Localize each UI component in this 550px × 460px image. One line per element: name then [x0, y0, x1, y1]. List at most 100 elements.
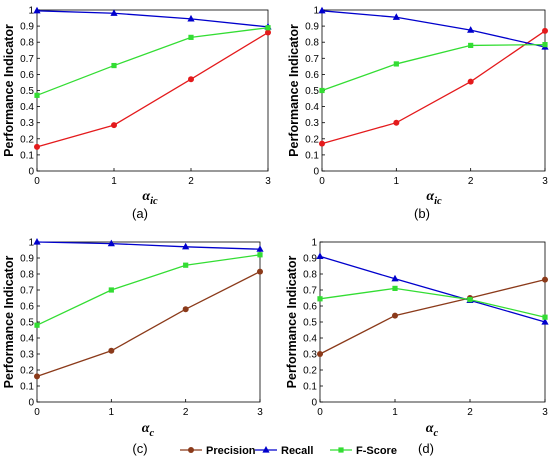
data-point	[33, 6, 41, 14]
data-point	[34, 92, 40, 98]
y-tick-label: 1	[311, 238, 317, 249]
data-point	[34, 373, 40, 380]
y-axis-label: Performance Indicator	[2, 24, 16, 157]
y-tick-label: 1	[313, 6, 319, 17]
x-axis-label: αc	[426, 421, 439, 439]
data-point	[34, 143, 40, 150]
panel-caption: (a)	[132, 206, 148, 221]
y-tick-label: 0.4	[305, 102, 319, 113]
series-line	[36, 254, 261, 326]
y-tick-label: 0.8	[20, 38, 34, 49]
legend-label: Precision	[206, 445, 256, 457]
legend-marker	[188, 447, 194, 453]
x-tick-label: 2	[467, 407, 473, 418]
data-point	[318, 6, 326, 14]
data-point	[107, 239, 115, 247]
series-group	[319, 27, 548, 147]
data-point	[108, 287, 114, 293]
data-point	[182, 242, 190, 250]
data-point	[34, 322, 40, 328]
x-tick-label: 2	[188, 176, 194, 187]
series-line	[36, 10, 269, 28]
chart-panel: 0 0.1 0.2 0.3 0.4 0.5 0.6 0.7 0.8 0.9 1 0 1 2 3 Perform…	[287, 6, 549, 221]
panel-caption: (c)	[132, 441, 147, 456]
series-group	[34, 268, 263, 380]
x-tick-label: 1	[111, 176, 117, 187]
chart-panel: 0 0.1 0.2 0.3 0.4 0.5 0.6 0.7 0.8 0.9 1 0 1 2 3 Perform…	[2, 6, 272, 221]
y-tick-label: 0	[311, 398, 317, 409]
x-tick-label: 3	[542, 407, 548, 418]
y-tick-label: 0.2	[20, 366, 34, 377]
y-tick-label: 0.5	[305, 86, 319, 97]
y-tick-label: 0.3	[20, 118, 34, 129]
data-point	[317, 296, 323, 302]
chart-panel: 0 0.1 0.2 0.3 0.4 0.5 0.6 0.7 0.8 0.9 1 0 1 2 3 Perform…	[2, 238, 264, 456]
data-point	[188, 34, 194, 40]
data-point	[111, 122, 117, 129]
series-group	[319, 42, 548, 94]
x-tick-label: 2	[183, 407, 189, 418]
x-axis-label-subscript: ic	[150, 196, 158, 207]
series-line	[36, 31, 269, 148]
y-tick-label: 0.9	[20, 22, 34, 33]
panel-caption: (d)	[418, 441, 434, 456]
data-point	[182, 306, 189, 313]
series-line	[319, 287, 546, 318]
data-point	[256, 245, 264, 252]
y-tick-label: 0.5	[20, 86, 34, 97]
x-axis-label-symbol: α	[142, 421, 150, 436]
legend-marker	[262, 446, 270, 453]
x-axis-label-symbol: α	[142, 189, 150, 204]
y-tick-label: 0.8	[20, 270, 34, 281]
y-tick-label: 0	[28, 398, 34, 409]
y-tick-label: 1	[28, 6, 34, 17]
y-tick-label: 0.3	[20, 350, 34, 361]
legend-entry: Recall	[255, 445, 313, 457]
y-tick-label: 0.6	[20, 70, 34, 81]
y-tick-label: 0.1	[303, 382, 317, 393]
y-tick-label: 0.7	[303, 286, 317, 297]
data-point	[541, 318, 549, 325]
data-point	[392, 13, 400, 20]
y-tick-label: 0	[28, 167, 34, 178]
x-axis-label-subscript: c	[150, 428, 155, 439]
data-point	[467, 26, 475, 33]
x-tick-label: 2	[468, 176, 474, 187]
y-tick-label: 0.2	[305, 134, 319, 145]
legend-marker	[338, 447, 344, 453]
data-point	[468, 42, 474, 49]
x-tick-label: 1	[109, 407, 115, 418]
data-point	[467, 297, 473, 303]
series-line	[319, 278, 546, 355]
panel-caption: (b)	[414, 206, 430, 221]
x-axis-label: αic	[142, 189, 158, 207]
y-tick-label: 0.8	[303, 270, 317, 281]
x-tick-label: 0	[34, 176, 40, 187]
plot-area-frame	[36, 9, 269, 172]
y-axis-label: Performance Indicator	[285, 256, 299, 389]
legend-label: Recall	[281, 445, 313, 457]
y-tick-label: 0.9	[305, 22, 319, 33]
y-tick-label: 0.1	[20, 382, 34, 393]
data-point	[183, 262, 189, 268]
y-tick-label: 0.3	[305, 118, 319, 129]
series-group	[318, 6, 549, 50]
y-tick-label: 1	[28, 238, 34, 249]
y-tick-label: 0.7	[20, 286, 34, 297]
data-point	[265, 25, 271, 31]
x-axis-label: αc	[142, 421, 155, 439]
data-point	[391, 274, 399, 282]
chart-panel: 0 0.1 0.2 0.3 0.4 0.5 0.6 0.7 0.8 0.9 1 0 1 2 3 Perform…	[285, 238, 549, 456]
series-line	[321, 30, 546, 145]
data-point	[257, 252, 263, 258]
x-tick-label: 1	[392, 407, 398, 418]
y-tick-label: 0.5	[20, 318, 34, 329]
data-point	[393, 61, 399, 67]
series-group	[317, 285, 548, 320]
x-tick-label: 3	[542, 176, 548, 187]
data-point	[542, 276, 548, 283]
legend-entry: Precision	[180, 445, 256, 457]
series-group	[34, 29, 271, 150]
data-point	[392, 312, 398, 319]
y-tick-label: 0.9	[20, 254, 34, 265]
